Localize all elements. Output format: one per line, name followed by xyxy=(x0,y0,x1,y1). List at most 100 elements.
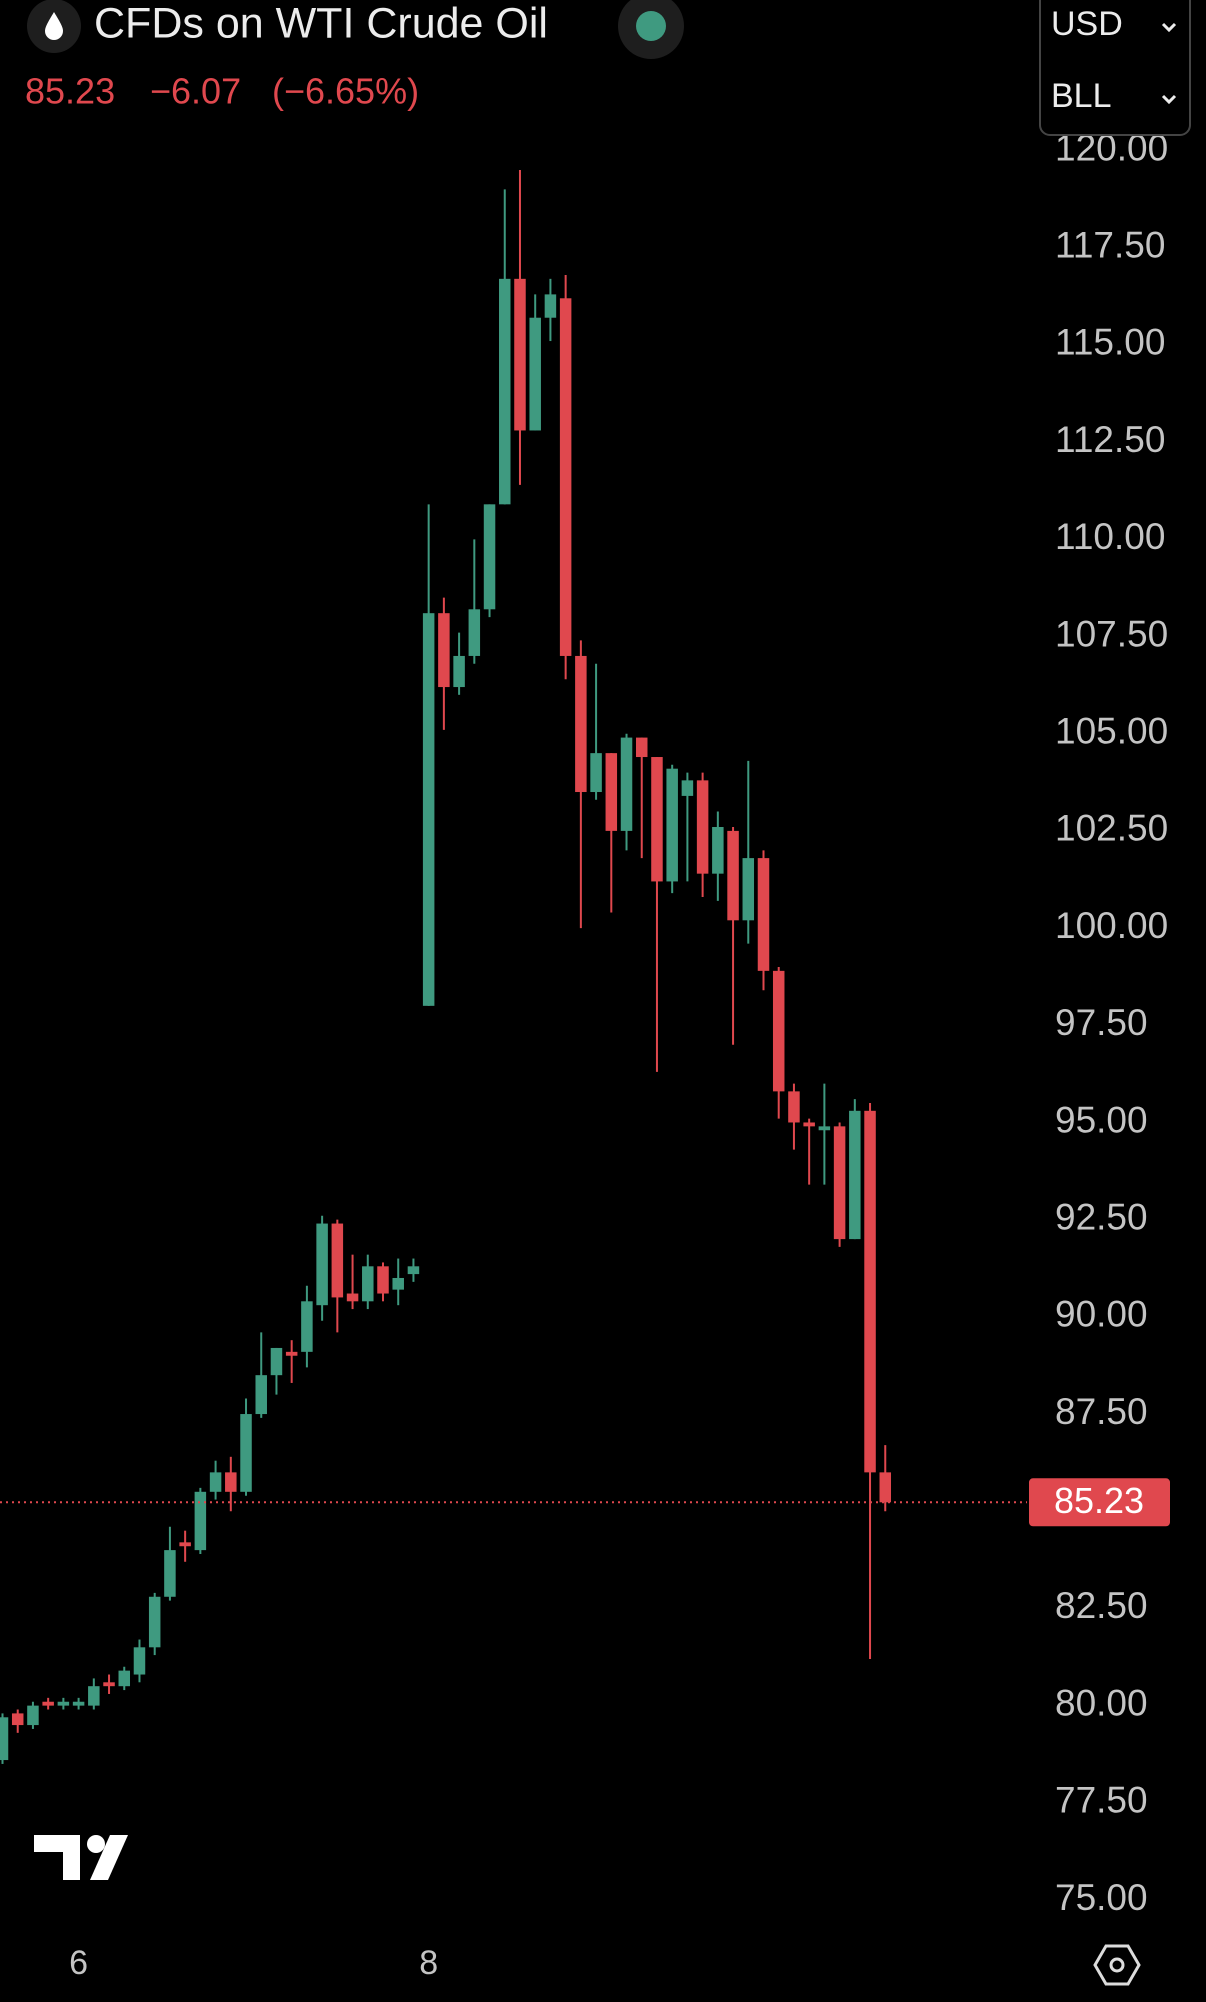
settings-icon[interactable] xyxy=(1093,1944,1141,1986)
price-axis: 75.0077.5080.0082.5085.0087.5090.0092.50… xyxy=(69,127,1170,1982)
candle-body xyxy=(346,1293,359,1302)
candle-body xyxy=(514,278,526,431)
candle-body xyxy=(590,753,602,793)
unit-dropdown[interactable]: BLL xyxy=(1051,77,1112,115)
candle-body xyxy=(103,1682,115,1687)
logo-part xyxy=(90,1835,128,1880)
logo-part xyxy=(34,1835,80,1880)
candle-body xyxy=(620,737,633,831)
y-tick-label: 110.00 xyxy=(1055,516,1165,557)
y-tick-label: 77.50 xyxy=(1055,1780,1148,1821)
symbol-header: CFDs on WTI Crude Oil 85.23 −6.07 (−6.65… xyxy=(25,0,684,112)
candle-body xyxy=(133,1647,146,1675)
candle-body xyxy=(849,1110,861,1240)
y-tick-label: 102.50 xyxy=(1055,808,1168,849)
y-tick-label: 115.00 xyxy=(1055,322,1165,363)
candle-body xyxy=(118,1670,131,1687)
candle-body xyxy=(879,1472,892,1503)
chevron xyxy=(1161,22,1177,33)
tradingview-logo xyxy=(34,1835,128,1880)
y-tick-label: 112.50 xyxy=(1055,419,1165,460)
y-tick-label: 95.00 xyxy=(1055,1099,1148,1140)
candle-body xyxy=(483,504,496,610)
candle-body xyxy=(605,753,618,831)
candle-body xyxy=(392,1277,404,1290)
candle-body xyxy=(757,858,770,971)
candle-body xyxy=(544,294,557,318)
candle-body xyxy=(712,827,724,874)
symbol-title[interactable]: CFDs on WTI Crude Oil xyxy=(94,0,548,47)
y-tick-label: 87.50 xyxy=(1055,1391,1148,1432)
candle-body xyxy=(453,655,465,688)
candle-body xyxy=(11,1713,24,1726)
y-tick-label: 100.00 xyxy=(1055,905,1168,946)
candle-body xyxy=(0,1717,9,1761)
y-tick-label: 80.00 xyxy=(1055,1682,1148,1723)
last-price-badge xyxy=(1029,1478,1170,1527)
market-status-dot xyxy=(636,11,666,41)
candle-body xyxy=(316,1223,328,1306)
candle-body xyxy=(148,1596,161,1648)
candle-body xyxy=(331,1223,344,1298)
candle-body xyxy=(651,757,663,882)
currency-dropdown[interactable]: USD xyxy=(1051,5,1123,43)
candle-body xyxy=(377,1266,389,1294)
price-change-percent: (−6.65%) xyxy=(272,71,419,112)
last-price: 85.23 xyxy=(25,71,115,112)
y-tick-label: 117.50 xyxy=(1055,225,1165,266)
currency-unit-selector: USD BLL xyxy=(1039,0,1191,136)
candle-body xyxy=(696,780,709,874)
chevron xyxy=(1161,94,1177,105)
candle-body xyxy=(407,1266,420,1275)
candle-body xyxy=(225,1472,237,1492)
candle-body xyxy=(818,1126,831,1131)
candle-body xyxy=(255,1375,267,1415)
y-tick-label: 97.50 xyxy=(1055,1002,1148,1043)
candle-body xyxy=(529,317,541,431)
candle-body xyxy=(788,1091,800,1123)
x-tick-label: 8 xyxy=(419,1944,438,1982)
y-tick-label: 105.00 xyxy=(1055,710,1168,751)
candle-body xyxy=(833,1126,846,1240)
candle-body xyxy=(194,1491,207,1551)
plot-area xyxy=(0,169,1027,1764)
candle-body xyxy=(88,1686,100,1706)
candle-body xyxy=(57,1701,70,1706)
settings-button[interactable] xyxy=(1093,1944,1141,1986)
price-change: −6.07 xyxy=(150,71,241,112)
y-tick-label: 82.50 xyxy=(1055,1585,1148,1626)
candle-body xyxy=(742,858,755,921)
candle-body xyxy=(499,278,511,505)
candle-body xyxy=(803,1122,815,1127)
candle-body xyxy=(362,1266,374,1302)
candle-body xyxy=(240,1414,252,1492)
candle-body xyxy=(209,1472,222,1492)
candle-body xyxy=(27,1705,39,1726)
candle-body xyxy=(864,1110,876,1473)
candle-body xyxy=(575,655,587,793)
candle-body xyxy=(666,768,678,882)
x-tick-label: 6 xyxy=(69,1944,88,1982)
candle-body xyxy=(270,1347,283,1376)
oil-drop-icon xyxy=(45,12,63,40)
selector-box xyxy=(1039,0,1191,136)
candle-body xyxy=(681,780,694,796)
y-tick-label: 92.50 xyxy=(1055,1196,1148,1237)
last-price-label: 85.23 xyxy=(1054,1480,1144,1521)
candle-body xyxy=(285,1351,298,1356)
candle-body xyxy=(301,1301,313,1352)
logo-part xyxy=(87,1835,105,1853)
y-tick-label: 75.00 xyxy=(1055,1877,1148,1918)
settings-icon-center xyxy=(1109,1957,1125,1973)
y-tick-label: 107.50 xyxy=(1055,613,1168,654)
candle-body xyxy=(164,1550,176,1597)
candle-body xyxy=(772,970,785,1092)
candle-body xyxy=(468,609,481,656)
candle-body xyxy=(559,298,572,656)
candle-body xyxy=(179,1542,191,1547)
y-tick-label: 90.00 xyxy=(1055,1294,1148,1335)
candle-body xyxy=(438,613,450,688)
candle-body xyxy=(72,1701,85,1706)
